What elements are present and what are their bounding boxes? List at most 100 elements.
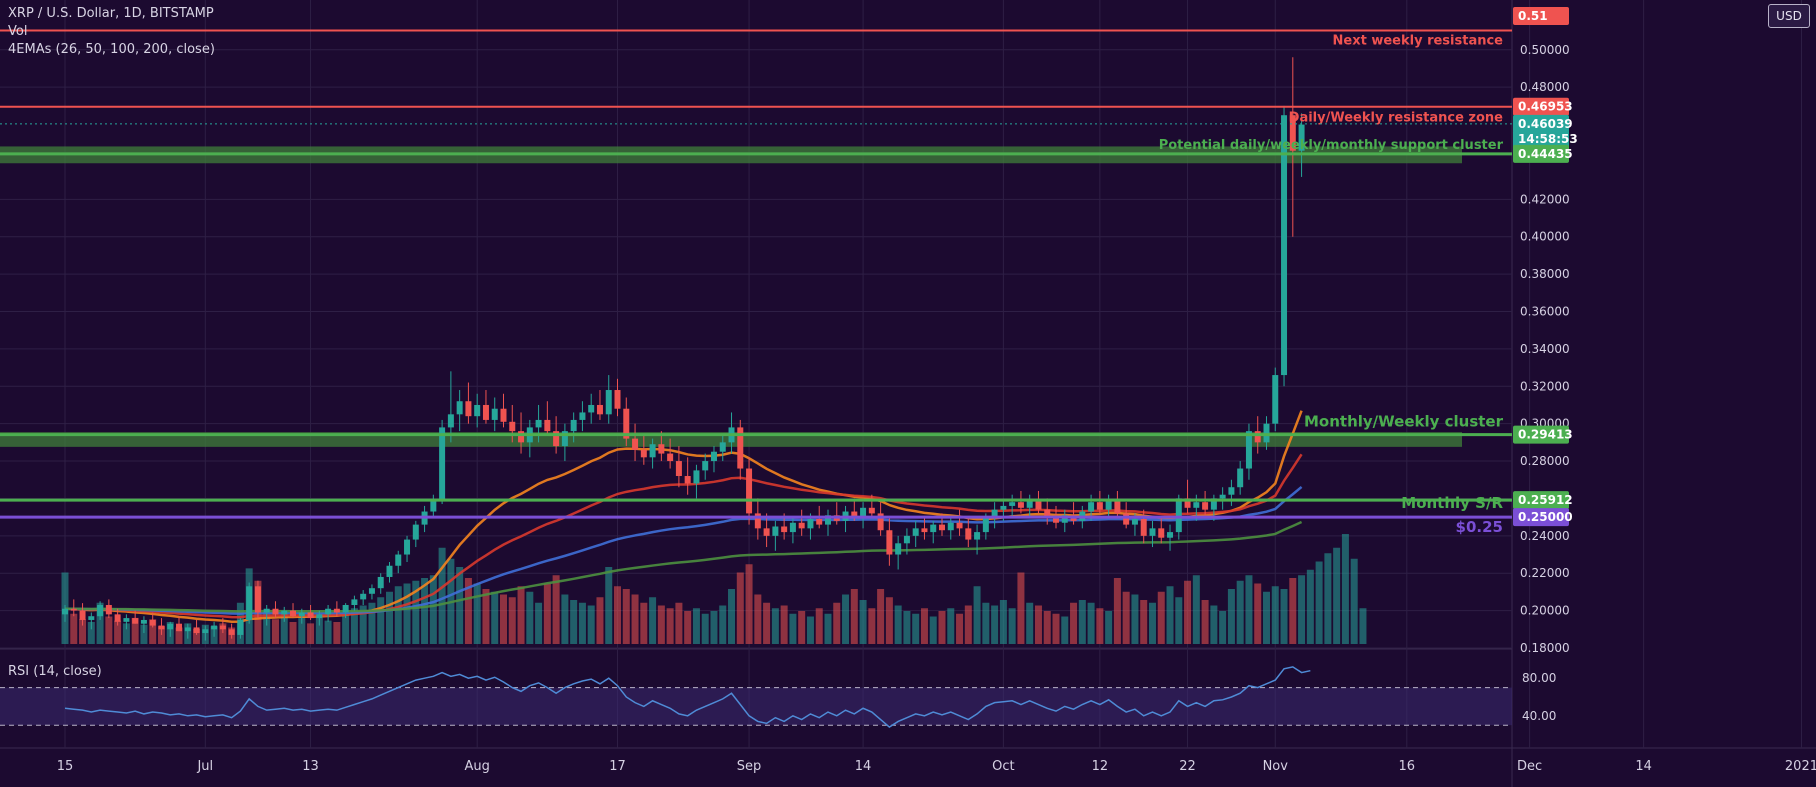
ema-100-line — [64, 485, 1303, 615]
volume-bar — [1087, 602, 1095, 644]
volume-bar — [385, 591, 393, 644]
volume-bar — [1017, 572, 1025, 644]
price-tick-label: 0.24000 — [1520, 529, 1570, 543]
volume-bar — [1236, 580, 1244, 644]
candle-body — [342, 605, 349, 613]
candle-body — [140, 619, 147, 624]
time-tick-label: 16 — [1399, 759, 1416, 774]
volume-bar — [193, 628, 201, 644]
volume-bar — [596, 597, 604, 644]
candle-body — [974, 532, 981, 540]
volume-legend: Vol — [8, 24, 28, 39]
volume-bar — [70, 613, 78, 644]
candle-body — [1096, 502, 1103, 510]
time-tick-label: Sep — [737, 759, 762, 774]
volume-bar — [131, 617, 139, 644]
volume-bar — [421, 578, 429, 644]
candle-body — [333, 608, 340, 613]
volume-bar — [912, 613, 920, 644]
price-axis[interactable]: 0.50000 0.48000 0.42000 0.40000 0.38000 0.360… — [1513, 7, 1578, 723]
candle-body — [272, 608, 279, 615]
candle-body — [1281, 115, 1288, 376]
candle-body — [1245, 431, 1252, 469]
volume-bar — [271, 619, 279, 644]
time-tick-label: 2021 — [1785, 759, 1816, 774]
volume-bar — [1078, 600, 1086, 644]
chart-title: XRP / U.S. Dollar, 1D, BITSTAMP — [8, 6, 214, 21]
volume-bar — [543, 583, 551, 644]
candle-body — [412, 524, 419, 540]
candle-body — [202, 629, 209, 634]
candle-body — [965, 528, 972, 540]
candle-body — [1254, 431, 1261, 443]
candle-body — [1053, 517, 1060, 523]
volume-bar — [938, 611, 946, 644]
candle-body — [789, 522, 796, 533]
volume-bar — [79, 619, 87, 644]
price-tag-label: 0.44435 — [1518, 147, 1573, 161]
candle-body — [719, 442, 726, 452]
candle-body — [430, 500, 437, 512]
candle-body — [386, 565, 393, 577]
time-axis[interactable]: 15 Jul 13 Aug 17 Sep 14 Oct 12 22 Nov 16 Dec 14 2021 — [57, 759, 1816, 774]
volume-bar — [1070, 602, 1078, 644]
ema-50-line — [64, 453, 1303, 619]
volume-bar — [359, 605, 367, 644]
rsi-line — [64, 666, 1311, 729]
volume-bar — [947, 608, 955, 644]
candle-body — [570, 419, 577, 432]
volume-bar — [1350, 558, 1358, 644]
volume-bar — [798, 611, 806, 644]
time-tick-label: 12 — [1092, 759, 1109, 774]
candle-body — [1175, 498, 1182, 533]
candle-body — [1237, 468, 1244, 488]
volume-bar — [508, 597, 516, 644]
candle-body — [246, 586, 253, 620]
candle-body — [798, 522, 805, 529]
candle-body — [1263, 423, 1270, 443]
candle-body — [991, 509, 998, 518]
candle-body — [939, 524, 945, 531]
volume-bar — [649, 597, 657, 644]
candle-body — [123, 618, 130, 622]
time-tick-label: 13 — [302, 759, 319, 774]
ema-lines — [64, 410, 1303, 623]
volume-bar — [920, 608, 928, 644]
volume-bar — [640, 602, 648, 644]
candle-body — [824, 515, 831, 525]
volume-bar — [1298, 575, 1306, 644]
candle-body — [237, 619, 244, 635]
price-tag-bg — [1513, 425, 1569, 444]
volume-bars — [61, 534, 1367, 644]
candle-body — [1035, 500, 1042, 510]
price-tag-bg — [1513, 7, 1569, 25]
volume-bar — [1184, 580, 1192, 644]
candle-body — [132, 618, 139, 624]
volume-bar — [1324, 553, 1332, 644]
price-tick-label: 0.42000 — [1520, 192, 1570, 206]
candle-body — [351, 599, 358, 606]
volume-bar — [736, 572, 744, 644]
volume-bar — [438, 547, 446, 644]
volume-bar — [561, 594, 569, 644]
volume-bar — [605, 567, 613, 644]
candle-body — [658, 444, 665, 454]
volume-bar — [675, 602, 683, 644]
candle-body — [1184, 498, 1191, 508]
volume-bar — [806, 616, 814, 644]
volume-bar — [429, 575, 437, 644]
price-tag-label: 0.46953 — [1518, 100, 1573, 114]
candle-body — [219, 625, 226, 630]
volume-bar — [473, 583, 481, 644]
rsi-band — [0, 687, 1512, 726]
candle-body — [325, 608, 332, 615]
candle-body — [1123, 513, 1130, 525]
rsi-pane — [0, 666, 1512, 729]
volume-bar — [964, 605, 972, 644]
candle-body — [1009, 502, 1016, 506]
volume-bar — [570, 600, 578, 644]
volume-bar — [1192, 575, 1200, 644]
price-tick-label: 0.48000 — [1520, 80, 1570, 94]
currency-button[interactable]: USD — [1768, 4, 1810, 28]
